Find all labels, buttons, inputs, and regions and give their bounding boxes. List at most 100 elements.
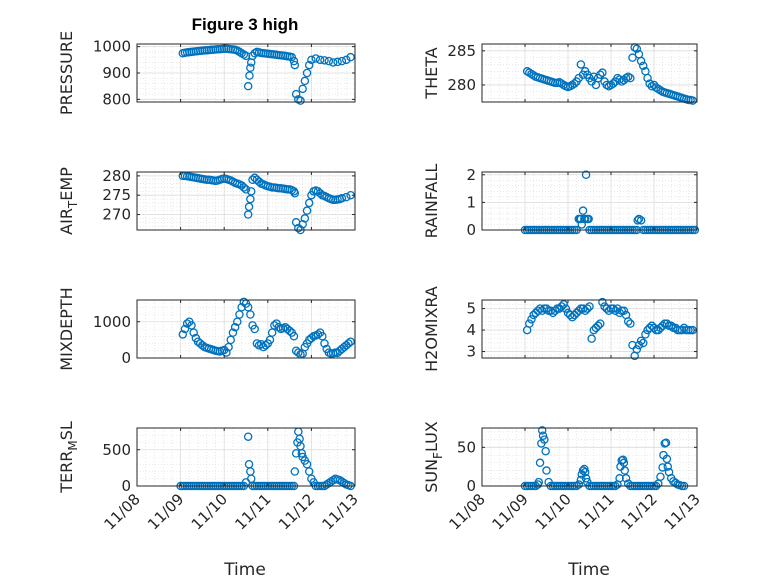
data-point (246, 63, 255, 72)
data-point (307, 55, 316, 65)
data-point (535, 458, 545, 468)
data-point (666, 321, 676, 331)
data-point (542, 304, 551, 313)
data-point (580, 306, 590, 315)
data-point (584, 214, 593, 224)
x-tick-label: 11/11 (231, 490, 274, 533)
data-point (328, 475, 338, 485)
figure-title: Figure 3 high (192, 15, 299, 34)
y-tick-label: 50 (457, 438, 476, 456)
x-tick-label: 11/12 (618, 490, 661, 533)
data-point (658, 321, 667, 331)
data-point (527, 315, 536, 324)
axes-box (481, 427, 698, 487)
data-point (661, 438, 671, 447)
data-point (623, 317, 633, 326)
data-point (246, 187, 256, 196)
data-point (636, 336, 646, 346)
data-point (291, 449, 301, 458)
data-point (304, 198, 314, 208)
data-point (246, 310, 255, 319)
data-point (239, 297, 249, 307)
data-point (632, 44, 642, 54)
y-tick-label: 5 (466, 300, 476, 318)
data-point (574, 480, 584, 489)
data-point (565, 82, 575, 91)
data-point (628, 340, 637, 350)
y-tick-label: 0 (121, 477, 131, 495)
data-point (663, 462, 673, 471)
data-point (604, 82, 614, 91)
data-point (328, 58, 338, 67)
data-point (241, 51, 251, 61)
subplot-theta: 280 285 THETA (422, 42, 698, 105)
axes-box (136, 299, 356, 359)
data-point (180, 324, 190, 334)
data-point (540, 435, 549, 444)
data-point (570, 79, 579, 88)
data-point (538, 431, 548, 440)
data-point (290, 60, 300, 70)
y-axis-label: PRESSURE (57, 31, 76, 115)
axes-box (481, 299, 698, 359)
data-point (337, 194, 347, 203)
data-point (615, 474, 624, 483)
data-point (243, 81, 253, 91)
y-tick-label: 800 (102, 90, 131, 108)
data-point (254, 177, 264, 186)
data-point (639, 338, 648, 348)
data-point (591, 323, 601, 333)
data-point (647, 321, 657, 331)
y-tick-label: 1 (466, 193, 476, 211)
y-tick-label: 1000 (93, 38, 131, 56)
data-point (307, 333, 316, 343)
y-axis-label: MIXDEPTH (57, 287, 76, 370)
data-point (239, 183, 249, 192)
y-tick-label: 500 (102, 441, 131, 459)
data-point (623, 72, 633, 82)
data-point (189, 328, 198, 337)
y-tick-label: 270 (102, 206, 131, 224)
data-point (346, 337, 355, 346)
data-point (261, 341, 270, 350)
data-point (641, 330, 650, 339)
y-axis-label: THETA (422, 47, 441, 99)
subplot-mixdepth: 0 1000 MIXDEPTH (57, 287, 356, 371)
data-point (244, 202, 254, 212)
data-point (589, 325, 599, 335)
x-tick-label: 11/11 (575, 490, 618, 533)
data-point (342, 55, 351, 65)
data-point (608, 79, 618, 88)
axes-box (136, 427, 356, 487)
data-point (604, 306, 614, 315)
data-point (578, 466, 588, 475)
data-point (226, 335, 235, 345)
data-point (639, 61, 648, 71)
data-point (290, 467, 300, 476)
x-tick-label: 11/13 (319, 490, 362, 533)
data-point (289, 56, 299, 66)
data-point (633, 216, 642, 225)
data-point (636, 56, 646, 66)
data-point (267, 328, 277, 337)
data-point (598, 68, 607, 77)
x-axis-label-right: Time (567, 560, 610, 580)
data-point (581, 474, 591, 483)
data-point (296, 96, 305, 105)
data-point (252, 339, 262, 348)
data-point (529, 310, 538, 320)
data-point (561, 304, 571, 313)
data-point (302, 68, 312, 78)
data-point (583, 304, 592, 313)
data-point (578, 206, 588, 215)
data-point (525, 319, 534, 328)
data-point (298, 84, 307, 94)
data-point (677, 325, 687, 335)
data-point (632, 345, 642, 354)
y-tick-label: 2 (466, 166, 476, 184)
data-point (656, 323, 665, 333)
data-point (587, 334, 596, 343)
series-air_temp (178, 171, 355, 235)
y-tick-label: 280 (102, 167, 131, 185)
